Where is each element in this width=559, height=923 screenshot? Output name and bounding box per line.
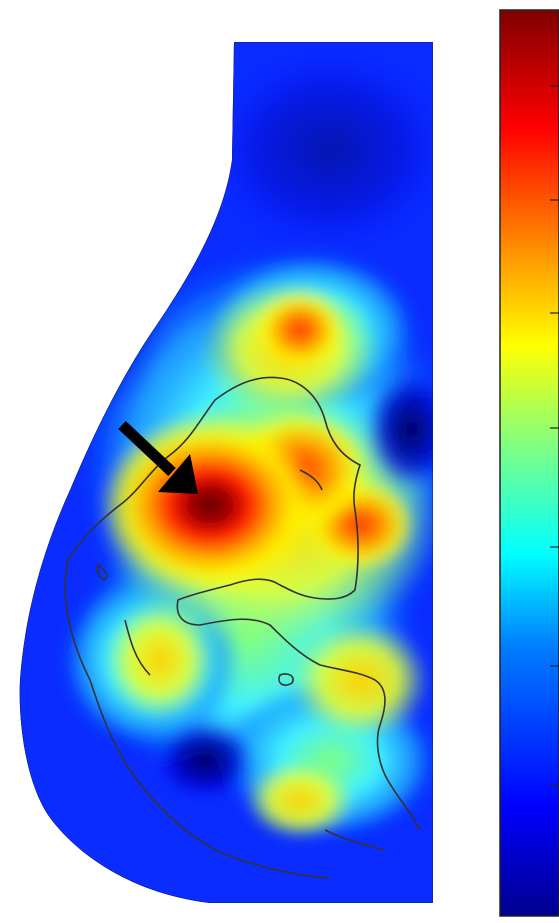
colorbar bbox=[499, 9, 559, 917]
breast-heatmap bbox=[19, 42, 434, 903]
colorbar-ticks bbox=[550, 85, 559, 786]
arrow-pointer-icon bbox=[118, 420, 198, 494]
tissue-contour bbox=[64, 376, 421, 879]
